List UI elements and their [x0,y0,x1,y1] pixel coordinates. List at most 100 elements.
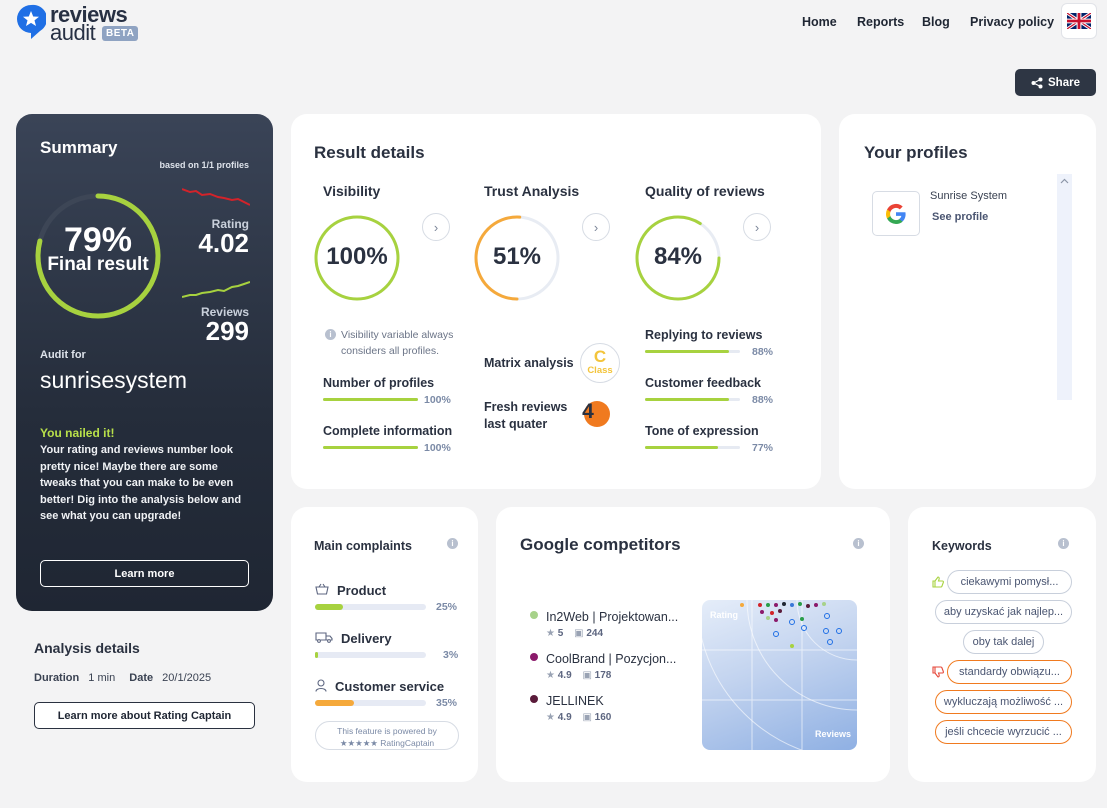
visibility-note: Visibility variable always considers all… [341,329,454,357]
competitor-name[interactable]: CoolBrand | Pozycjon... [546,652,677,666]
competitor-map[interactable]: Rating Reviews [702,600,857,750]
keywords-card: Keywords i ciekawymi pomysł... aby uzysk… [908,507,1096,782]
beta-badge: BETA [102,26,139,41]
keyword-negative[interactable]: standardy obwiązu... [947,660,1072,684]
profile-name: Sunrise System [930,190,1008,202]
language-selector[interactable] [1061,3,1097,39]
complaint-delivery-bar [315,652,426,658]
competitor-reviews: 160 [594,712,612,723]
complaint-customer-service-pct: 35% [436,697,458,709]
powered-by-line1: This feature is powered by [337,726,437,736]
uk-flag-icon [1067,13,1091,29]
share-label: Share [1048,76,1080,89]
competitor-reviews: 178 [594,670,612,681]
metric-number-of-profiles-pct: 100% [424,394,451,406]
metric-tone-of-expression: Tone of expression [645,424,759,438]
audit-name: sunrisesystem [40,367,187,393]
chevron-right-icon: › [754,219,760,235]
quality-title: Quality of reviews [645,183,765,199]
keywords-title: Keywords [932,539,992,553]
google-competitors-title: Google competitors [520,535,681,554]
star-icon: ★ [546,628,555,639]
final-result-ring [35,193,161,319]
metric-complete-information: Complete information [323,424,453,438]
nav-blog[interactable]: Blog [922,15,950,29]
metric-customer-feedback: Customer feedback [645,376,762,390]
competitor-name[interactable]: JELLINEK [546,694,604,708]
quality-gauge [635,215,721,301]
keyword-negative[interactable]: jeśli chcecie wyrzucić ... [935,720,1072,744]
quality-details-button[interactable]: › [743,213,771,241]
powered-by-badge[interactable]: This feature is powered by ★★★★★ RatingC… [315,721,459,750]
comment-icon: ▣ [582,712,592,723]
competitor-meta: ★ 4.9 ▣ 178 [546,670,611,681]
metric-replying-to-reviews: Replying to reviews [645,328,763,342]
date-value: 20/1/2025 [162,672,212,684]
matrix-analysis-label: Matrix analysis [484,356,574,370]
competitor-name[interactable]: In2Web | Projektowan... [546,610,679,624]
complaint-delivery-pct: 3% [443,649,459,661]
chevron-up-icon [1060,178,1069,184]
trust-details-button[interactable]: › [582,213,610,241]
visibility-details-button[interactable]: › [422,213,450,241]
metric-customer-feedback-bar [645,398,740,401]
summary-headline: You nailed it! [40,426,115,440]
info-icon[interactable]: i [447,538,458,549]
see-profile-link[interactable]: See profile [932,211,989,223]
learn-more-rating-captain-button[interactable]: Learn more about Rating Captain [34,702,255,729]
competitor-reviews: 244 [586,628,604,639]
competitor-color-dot [530,611,538,619]
class-badge [580,343,620,383]
fresh-reviews-label: Fresh reviews [484,400,568,414]
visibility-title: Visibility [323,183,381,199]
google-competitors-card: Google competitors i In2Web | Projektowa… [496,507,890,782]
metric-replying-bar [645,350,740,353]
summary-message: Your rating and reviews number look pret… [40,444,242,522]
thumbs-down-icon [932,666,944,678]
profile-item[interactable] [872,191,920,236]
summary-title: Summary [40,138,118,157]
rating-trend-sparkline [182,188,250,206]
complaint-product-bar [315,604,426,610]
keyword-negative[interactable]: wykluczają możliwość ... [935,690,1072,714]
star-icon: ★ [546,712,555,723]
duration-value: 1 min [88,672,116,684]
competitor-meta: ★ 4.9 ▣ 160 [546,712,611,723]
reviews-label: Reviews [200,305,249,319]
metric-customer-feedback-pct: 88% [752,394,774,406]
truck-icon [315,632,333,643]
competitor-rating: 4.9 [557,712,572,723]
info-icon: i [325,329,336,340]
result-details-title: Result details [314,143,425,162]
share-button[interactable]: Share [1015,69,1096,96]
nav-privacy-policy[interactable]: Privacy policy [970,15,1055,29]
nav-home[interactable]: Home [802,15,837,29]
trust-gauge [474,215,560,301]
thumbs-up-icon [932,576,944,588]
keyword-positive[interactable]: oby tak dalej [963,630,1044,654]
nav-reports[interactable]: Reports [857,15,905,29]
competitor-rating: 4.9 [557,670,572,681]
complaint-delivery-label: Delivery [341,631,392,646]
info-icon[interactable]: i [1058,538,1069,549]
fresh-reviews-value: 4 [582,400,594,423]
duration-label: Duration [34,672,80,684]
powered-by-line2: ★★★★★ RatingCaptain [339,738,435,748]
map-x-label: Reviews [815,729,851,739]
metric-complete-information-bar [323,446,418,449]
class-letter: C [593,347,607,366]
your-profiles-title: Your profiles [864,143,968,162]
complaint-product-label: Product [337,583,387,598]
keyword-positive[interactable]: aby uzyskać jak najlep... [935,600,1072,624]
info-icon[interactable]: i [853,538,864,549]
user-icon [315,679,327,692]
metric-complete-information-pct: 100% [424,442,451,454]
learn-more-button[interactable]: Learn more [40,560,249,587]
profiles-scrollbar[interactable] [1057,174,1072,400]
fresh-reviews-badge [584,401,610,427]
class-word: Class [587,365,613,376]
reviews-value: 299 [205,316,249,346]
logo[interactable]: reviews audit BETA [16,2,156,45]
trust-analysis-title: Trust Analysis [484,183,580,199]
keyword-positive[interactable]: ciekawymi pomysł... [947,570,1072,594]
